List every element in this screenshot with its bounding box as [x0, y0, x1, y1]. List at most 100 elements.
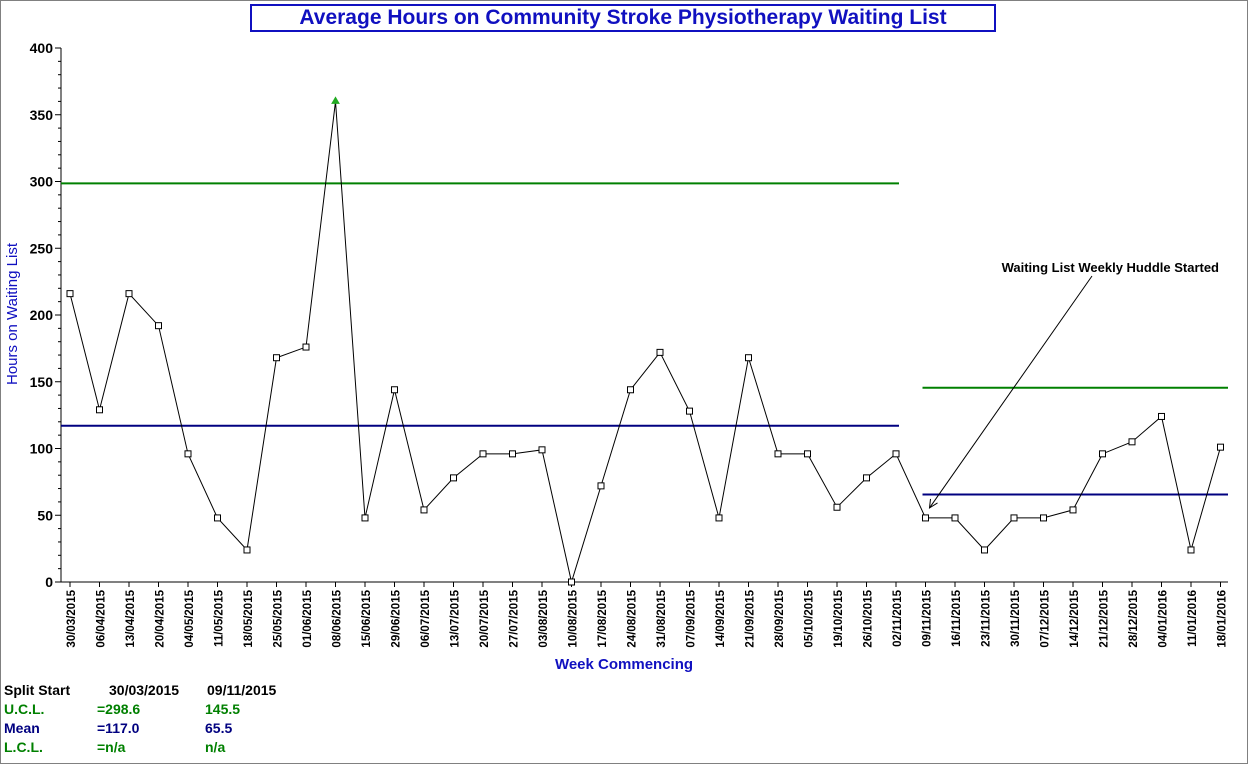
x-tick-label: 18/05/2015: [243, 589, 255, 647]
lcl-period2: n/a: [205, 739, 226, 755]
data-point: [568, 578, 575, 586]
lcl-period1: =n/a: [97, 739, 126, 755]
ucl-period1: =298.6: [97, 701, 141, 717]
x-tick-label: 21/09/2015: [745, 589, 757, 647]
x-tick-label: 11/01/2016: [1187, 590, 1199, 647]
data-point: [1069, 506, 1077, 514]
y-tick-label: 250: [30, 240, 54, 256]
x-tick-label: 21/12/2015: [1099, 589, 1111, 647]
data-point: [420, 506, 428, 514]
data-point: [96, 406, 103, 414]
data-point: [1040, 514, 1047, 522]
x-tick-label: 07/09/2015: [686, 589, 698, 647]
x-tick-label: 06/04/2015: [96, 589, 108, 647]
data-point: [686, 407, 693, 415]
y-tick-label: 300: [30, 174, 54, 190]
x-tick-label: 27/07/2015: [509, 589, 521, 647]
data-point: [804, 450, 811, 458]
x-axis-label: Week Commencing: [555, 656, 693, 673]
data-point: [774, 450, 782, 458]
data-point: [125, 290, 133, 298]
data-point: [1187, 546, 1195, 554]
data-point: [243, 546, 251, 554]
x-tick-label: 16/11/2015: [951, 589, 963, 647]
split-start-period1: 30/03/2015: [109, 682, 180, 698]
data-series: [66, 96, 1224, 586]
data-point: [951, 514, 959, 522]
y-tick-label: 100: [30, 441, 54, 457]
data-point: [479, 450, 487, 458]
x-tick-label: 18/01/2016: [1217, 590, 1229, 648]
data-point: [66, 290, 74, 298]
data-point: [1217, 443, 1224, 451]
data-point: [715, 514, 723, 522]
x-tick-label: 19/10/2015: [833, 589, 845, 647]
split-start-label: Split Start: [4, 682, 71, 698]
x-tick-label: 04/01/2016: [1158, 590, 1170, 648]
lcl-label: L.C.L.: [4, 739, 43, 755]
annotation: Waiting List Weekly Huddle Started: [928, 260, 1219, 509]
y-tick-label: 200: [30, 307, 54, 323]
data-point: [450, 474, 457, 482]
x-tick-label: 11/05/2015: [214, 589, 226, 647]
x-tick-label: 02/11/2015: [892, 589, 904, 647]
data-point: [509, 450, 516, 458]
mean-period2: 65.5: [205, 720, 233, 736]
mean-label: Mean: [4, 720, 40, 736]
x-tick-label: 09/11/2015: [922, 589, 934, 647]
x-tick-label: 14/09/2015: [715, 589, 727, 647]
x-tick-label: 20/04/2015: [155, 589, 167, 647]
y-tick-label: 0: [45, 574, 53, 590]
data-point: [597, 482, 605, 490]
data-point-highlight: [331, 96, 340, 104]
ucl-label: U.C.L.: [4, 701, 45, 717]
data-point: [1158, 412, 1165, 420]
control-limits: [61, 182, 1228, 496]
x-tick-label: 08/06/2015: [332, 589, 344, 647]
split-start-period2: 09/11/2015: [207, 682, 277, 698]
chart-title: Average Hours on Community Stroke Physio…: [250, 4, 996, 32]
x-tick-label: 25/05/2015: [273, 589, 285, 647]
data-point: [184, 450, 192, 458]
data-point: [391, 386, 398, 394]
x-tick-label: 29/06/2015: [391, 589, 403, 647]
y-tick-label: 150: [30, 374, 54, 390]
x-tick-label: 26/10/2015: [863, 589, 875, 647]
mean-period1: =117.0: [97, 720, 140, 736]
y-tick-label: 350: [30, 107, 54, 123]
x-tick-label: 20/07/2015: [479, 589, 491, 647]
x-tick-label: 30/11/2015: [1010, 589, 1022, 647]
data-point: [155, 322, 162, 330]
data-point: [656, 348, 664, 356]
data-point: [1099, 450, 1106, 458]
x-tick-label: 05/10/2015: [804, 589, 816, 647]
x-tick-label: 04/05/2015: [184, 589, 196, 647]
x-tick-label: 14/12/2015: [1069, 589, 1081, 647]
x-tick-label: 30/03/2015: [66, 589, 78, 647]
data-point: [1010, 514, 1018, 522]
x-tick-label: 28/09/2015: [774, 589, 786, 647]
ucl-period2: 145.5: [205, 701, 241, 717]
data-point: [302, 343, 310, 351]
series-line: [69, 101, 1221, 584]
x-tick-label: 13/04/2015: [125, 589, 137, 647]
x-tick-label: 07/12/2015: [1040, 589, 1052, 647]
x-tick-label: 03/08/2015: [538, 589, 550, 647]
annotation-arrow-line: [929, 275, 1093, 509]
y-axis-label: Hours on Waiting List: [4, 242, 21, 385]
y-tick-label: 50: [37, 507, 53, 523]
data-point: [538, 446, 546, 454]
data-point: [981, 546, 988, 554]
data-point: [745, 354, 752, 362]
x-tick-label: 28/12/2015: [1128, 589, 1140, 647]
data-point: [922, 514, 929, 522]
x-tick-label: 17/08/2015: [597, 589, 609, 647]
x-tick-label: 01/06/2015: [302, 589, 314, 647]
data-point: [214, 514, 221, 522]
x-tick-label: 06/07/2015: [420, 589, 432, 647]
axes: 0 50 100 150 200 250 300 350 400 30/03/2015 06/04/…: [30, 40, 1229, 648]
x-tick-label: 10/08/2015: [568, 589, 580, 647]
data-point: [833, 503, 841, 511]
data-point: [1128, 438, 1136, 446]
x-tick-label: 24/08/2015: [627, 589, 639, 647]
